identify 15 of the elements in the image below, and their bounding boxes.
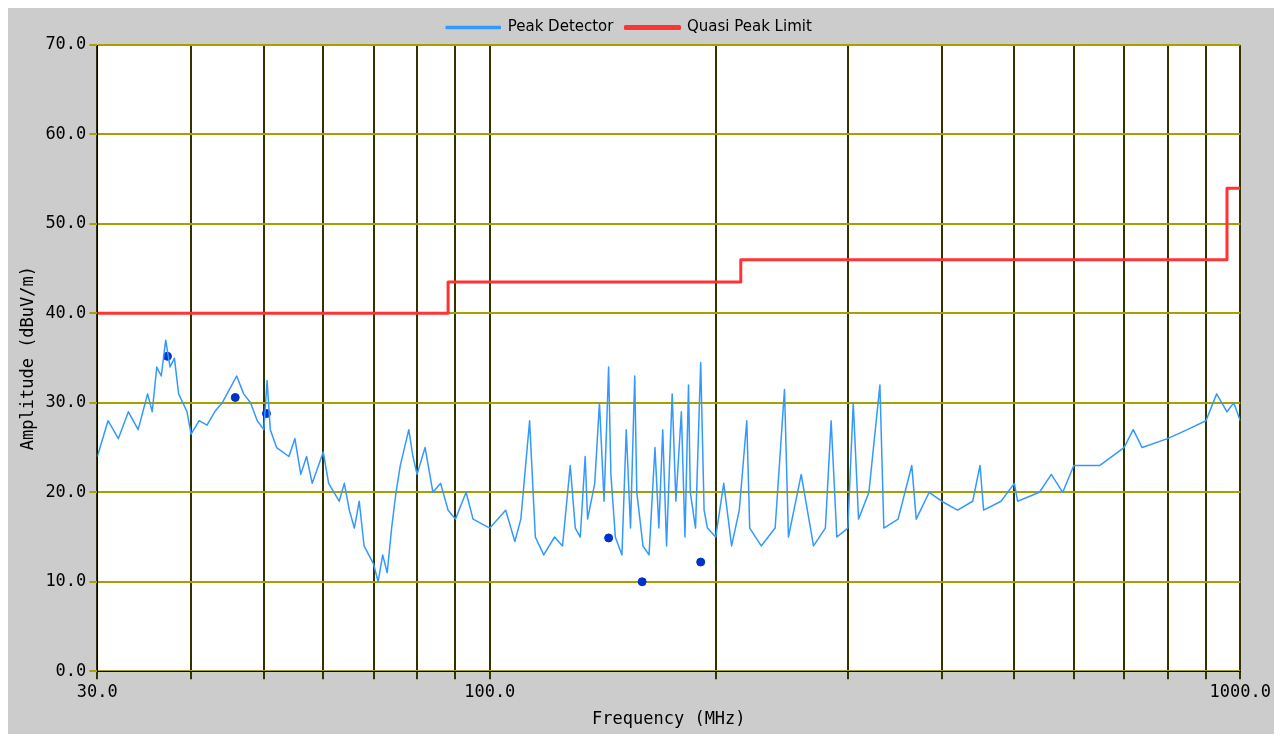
y-tick-label: 20.0 xyxy=(45,480,87,501)
legend-label: Quasi Peak Limit xyxy=(686,17,812,36)
y-tick-label: 70.0 xyxy=(45,33,87,54)
y-tick-label: 30.0 xyxy=(45,391,87,412)
x-tick-label: 100.0 xyxy=(464,680,516,701)
y-tick-label: 40.0 xyxy=(45,301,87,322)
legend-label: Peak Detector xyxy=(507,17,615,36)
x-tick-label: 1000.0 xyxy=(1209,680,1272,701)
y-tick-label: 10.0 xyxy=(45,570,87,591)
y-tick-label: 0.0 xyxy=(55,659,87,680)
x-axis-title: Frequency (MHz) xyxy=(592,708,746,729)
x-tick-label: 30.0 xyxy=(76,680,118,701)
y-tick-label: 50.0 xyxy=(45,212,87,233)
y-tick-label: 60.0 xyxy=(45,122,87,143)
y-axis-title: Amplitude (dBuV/m) xyxy=(16,265,37,451)
